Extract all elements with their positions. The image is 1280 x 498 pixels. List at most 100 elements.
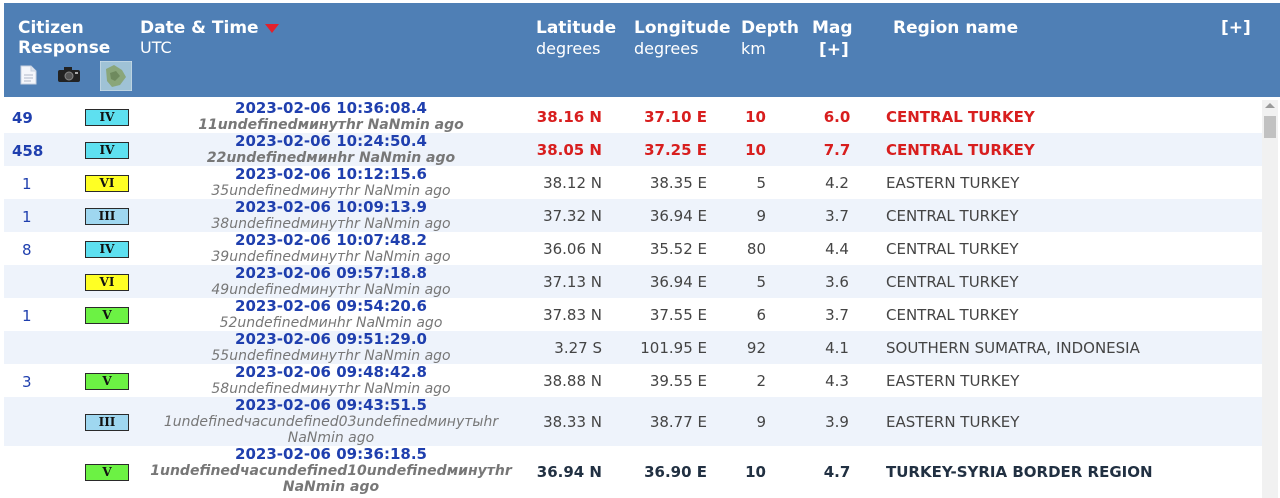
latitude-value: 37.32 N	[543, 207, 602, 225]
magnitude-value: 7.7	[823, 141, 851, 159]
document-icon[interactable]	[20, 65, 37, 89]
event-datetime-link[interactable]: 2023-02-06 10:09:13.9	[235, 198, 427, 216]
intensity-badge[interactable]: III	[85, 208, 129, 225]
longitude-value: 36.94 E	[649, 273, 707, 291]
table-row[interactable]: 1 V 2023-02-06 09:54:20.6 52undefinedминhr …	[4, 298, 1262, 331]
scroll-up-arrow-icon[interactable]	[1265, 103, 1275, 108]
region-name[interactable]: EASTERN TURKEY	[886, 413, 1020, 431]
depth-value: 2	[756, 372, 766, 390]
event-datetime-link[interactable]: 2023-02-06 09:36:18.5	[235, 445, 427, 463]
table-row[interactable]: V 2023-02-06 09:36:18.5 1undefinedчacundef…	[4, 446, 1262, 498]
citizen-response-header[interactable]: Citizen Response	[18, 18, 110, 58]
region-name[interactable]: CENTRAL TURKEY	[886, 306, 1019, 324]
magnitude-value: 4.1	[825, 339, 849, 357]
intensity-badge[interactable]: V	[85, 373, 129, 390]
intensity-badge[interactable]: V	[85, 464, 129, 481]
latitude-value: 38.88 N	[543, 372, 602, 390]
table-row[interactable]: 3 V 2023-02-06 09:48:42.8 58undefinedминутh…	[4, 364, 1262, 397]
depth-value: 10	[745, 141, 766, 159]
citizen-response-count[interactable]: 1	[22, 208, 32, 226]
table-row[interactable]: 1 III 2023-02-06 10:09:13.9 38undefinedмину…	[4, 199, 1262, 232]
scrollbar-thumb[interactable]	[1264, 116, 1276, 138]
region-name-header[interactable]: Region name	[893, 18, 1019, 38]
event-datetime-link[interactable]: 2023-02-06 10:07:48.2	[235, 231, 427, 249]
latitude-value: 38.33 N	[543, 413, 602, 431]
magnitude-header[interactable]: Mag	[812, 18, 853, 38]
time-ago-text: 1undefinedчacundefined10undefinedминутhr…	[150, 463, 512, 495]
table-row[interactable]: 458 IV 2023-02-06 10:24:50.4 22undefinedмин…	[4, 133, 1262, 166]
camera-icon[interactable]	[57, 66, 81, 87]
date-time-label: Date & Time	[140, 18, 259, 38]
table-row[interactable]: 8 IV 2023-02-06 10:07:48.2 39undefinedминут…	[4, 232, 1262, 265]
region-name[interactable]: SOUTHERN SUMATRA, INDONESIA	[886, 339, 1140, 357]
region-name[interactable]: CENTRAL TURKEY	[886, 273, 1019, 291]
longitude-value: 37.25 E	[644, 141, 707, 159]
time-ago-text: 52undefinedминhr NaNmin ago	[219, 315, 443, 331]
event-datetime-link[interactable]: 2023-02-06 09:43:51.5	[235, 396, 427, 414]
citizen-header-line2: Response	[18, 38, 111, 58]
citizen-header-line1: Citizen	[18, 18, 84, 38]
longitude-value: 38.77 E	[649, 413, 707, 431]
map-icon[interactable]	[99, 60, 133, 95]
magnitude-value: 4.2	[825, 174, 849, 192]
table-row[interactable]: 1 VI 2023-02-06 10:12:15.6 35undefinedминут…	[4, 166, 1262, 199]
longitude-value: 36.90 E	[644, 463, 707, 481]
event-datetime-link[interactable]: 2023-02-06 09:48:42.8	[235, 363, 427, 381]
intensity-badge[interactable]: VI	[85, 274, 129, 291]
vertical-scrollbar[interactable]	[1262, 100, 1278, 498]
citizen-response-count[interactable]: 458	[12, 142, 44, 160]
depth-value: 10	[745, 108, 766, 126]
event-datetime-link[interactable]: 2023-02-06 10:12:15.6	[235, 165, 427, 183]
depth-value: 5	[756, 273, 766, 291]
intensity-badge[interactable]: IV	[85, 109, 129, 126]
event-datetime-link[interactable]: 2023-02-06 09:54:20.6	[235, 297, 427, 315]
earthquake-table-body: 49 IV 2023-02-06 10:36:08.4 11undefinedмину…	[4, 100, 1262, 498]
citizen-response-count[interactable]: 1	[22, 307, 32, 325]
longitude-value: 38.35 E	[649, 174, 707, 192]
depth-value: 6	[756, 306, 766, 324]
intensity-badge[interactable]: IV	[85, 142, 129, 159]
table-row[interactable]: VI 2023-02-06 09:57:18.8 49undefinedминутh…	[4, 265, 1262, 298]
intensity-badge[interactable]: IV	[85, 241, 129, 258]
longitude-header[interactable]: Longitude	[634, 18, 731, 38]
citizen-response-count[interactable]: 1	[22, 175, 32, 193]
event-datetime-link[interactable]: 2023-02-06 10:36:08.4	[235, 100, 427, 117]
citizen-response-count[interactable]: 3	[22, 373, 32, 391]
region-name[interactable]: CENTRAL TURKEY	[886, 207, 1019, 225]
depth-header[interactable]: Depth	[741, 18, 800, 38]
latitude-value: 38.12 N	[543, 174, 602, 192]
region-name[interactable]: TURKEY-SYRIA BORDER REGION	[886, 463, 1153, 481]
latitude-value: 3.27 S	[554, 339, 602, 357]
latitude-value: 37.13 N	[543, 273, 602, 291]
intensity-badge[interactable]: V	[85, 307, 129, 324]
intensity-badge[interactable]: VI	[85, 175, 129, 192]
magnitude-expand-button[interactable]: [+]	[819, 40, 849, 60]
event-datetime-link[interactable]: 2023-02-06 09:57:18.8	[235, 264, 427, 282]
citizen-response-count[interactable]: 49	[12, 109, 33, 127]
region-name[interactable]: CENTRAL TURKEY	[886, 141, 1035, 159]
region-name[interactable]: CENTRAL TURKEY	[886, 108, 1035, 126]
table-row[interactable]: III 2023-02-06 09:43:51.5 1undefinedчacund…	[4, 397, 1262, 446]
table-row[interactable]: 2023-02-06 09:51:29.0 55undefinedминутhr …	[4, 331, 1262, 364]
table-row[interactable]: 49 IV 2023-02-06 10:36:08.4 11undefinedмину…	[4, 100, 1262, 133]
magnitude-value: 3.6	[825, 273, 849, 291]
expand-columns-button[interactable]: [+]	[1221, 18, 1251, 38]
time-ago-text: 39undefinedминутhr NaNmin ago	[211, 249, 451, 265]
depth-value: 9	[756, 207, 766, 225]
event-datetime-link[interactable]: 2023-02-06 10:24:50.4	[235, 132, 427, 150]
region-name[interactable]: CENTRAL TURKEY	[886, 240, 1019, 258]
region-name[interactable]: EASTERN TURKEY	[886, 174, 1020, 192]
depth-value: 80	[746, 240, 766, 258]
latitude-header[interactable]: Latitude	[536, 18, 617, 38]
date-time-header[interactable]: Date & Time	[140, 18, 279, 38]
intensity-badge[interactable]: III	[85, 414, 129, 431]
magnitude-value: 4.7	[823, 463, 851, 481]
sort-descending-icon[interactable]	[264, 23, 279, 33]
latitude-value: 36.06 N	[543, 240, 602, 258]
event-datetime-link[interactable]: 2023-02-06 09:51:29.0	[235, 330, 427, 348]
depth-value: 9	[756, 413, 766, 431]
longitude-value: 39.55 E	[649, 372, 707, 390]
region-name[interactable]: EASTERN TURKEY	[886, 372, 1020, 390]
citizen-response-count[interactable]: 8	[22, 241, 32, 259]
